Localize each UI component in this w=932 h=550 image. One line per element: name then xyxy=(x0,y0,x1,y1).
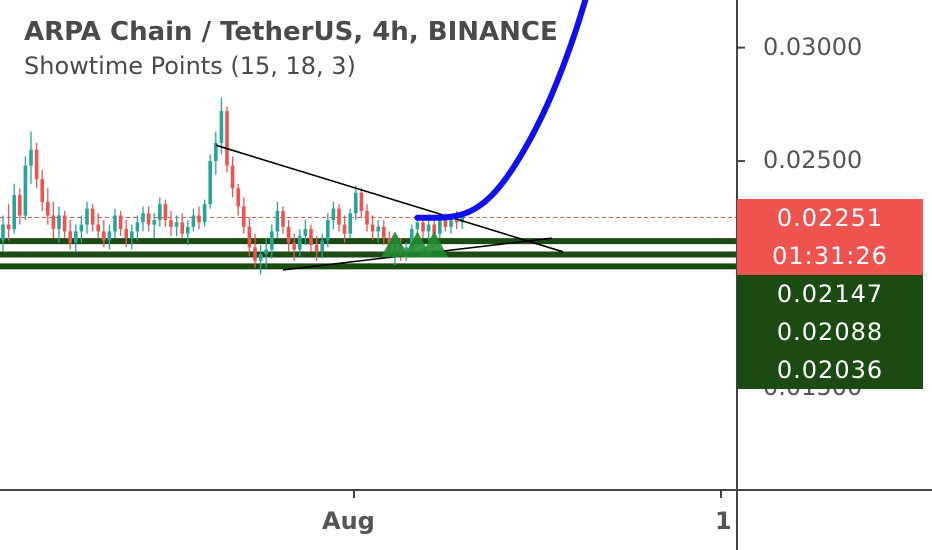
candle-body xyxy=(46,201,50,216)
last-price-tag: 0.02251 xyxy=(737,198,923,237)
countdown-tag: 01:31:26 xyxy=(737,236,923,275)
candle-body xyxy=(163,204,168,221)
candle-body xyxy=(342,224,347,234)
candle-body xyxy=(96,224,100,232)
candle-body xyxy=(281,210,285,227)
candle-body xyxy=(264,249,268,255)
candle-body xyxy=(1,224,5,241)
support-level-tag: 0.02036 xyxy=(737,350,923,389)
candle-body xyxy=(130,231,134,239)
candle-body xyxy=(354,192,358,214)
candle-body xyxy=(432,224,436,234)
candle-body xyxy=(236,188,240,207)
projection-curve xyxy=(414,0,589,221)
candle-body xyxy=(426,224,431,232)
candle-body xyxy=(202,204,207,223)
candle-body xyxy=(12,195,16,230)
candle-body xyxy=(309,229,313,245)
candle-body xyxy=(415,222,420,230)
candle-body xyxy=(107,231,112,241)
candle-body xyxy=(191,215,196,227)
candle-body xyxy=(292,242,296,250)
candle-body xyxy=(298,235,302,250)
candle-body xyxy=(90,208,95,225)
candle-body xyxy=(180,222,184,234)
candle-body xyxy=(68,231,72,243)
candle-body xyxy=(62,215,67,232)
candle-body xyxy=(365,210,369,225)
signal-marker-triangle xyxy=(420,231,449,258)
candle-body xyxy=(79,224,84,232)
candle-body xyxy=(404,247,408,257)
candle-body xyxy=(174,222,179,227)
candle-body xyxy=(286,226,291,243)
candle-body xyxy=(370,224,375,232)
projection-curve-path xyxy=(414,0,589,221)
candle-body xyxy=(6,224,11,230)
candle-body xyxy=(326,220,330,241)
candle-body xyxy=(214,142,218,162)
trendline xyxy=(215,144,564,253)
candle-body xyxy=(242,206,246,227)
candle-body xyxy=(152,220,156,225)
candle-body xyxy=(454,217,459,223)
support-level-tag: 0.02147 xyxy=(737,274,923,313)
candle-body xyxy=(225,111,229,166)
candle-body xyxy=(421,222,425,232)
candle-body xyxy=(23,165,28,216)
candle-body xyxy=(40,179,44,202)
time-tick-label: Aug xyxy=(322,507,375,535)
candle-body xyxy=(359,192,364,211)
candle-body xyxy=(219,111,224,143)
price-tick-label: 0.03000 xyxy=(763,32,863,61)
candle-body xyxy=(51,215,56,230)
candle-body xyxy=(208,161,212,205)
price-tick-label: 0.02500 xyxy=(763,146,863,175)
candle-body xyxy=(247,226,252,248)
candle-body xyxy=(258,254,263,261)
candle-body xyxy=(331,208,336,221)
time-tick-label: 1 xyxy=(715,507,732,535)
candle-body xyxy=(449,217,453,227)
signal-markers xyxy=(381,231,449,258)
candle-body xyxy=(410,229,414,248)
candle-body xyxy=(135,222,140,232)
candle-body xyxy=(270,231,274,250)
signal-marker-triangle xyxy=(381,231,409,258)
candle-body xyxy=(443,220,448,227)
candle-body xyxy=(230,165,235,189)
candle-body xyxy=(337,208,341,225)
candle-body xyxy=(124,229,128,239)
candle-body xyxy=(29,149,33,166)
candle-body xyxy=(314,245,319,252)
candle-body xyxy=(74,231,78,243)
candle-body xyxy=(320,240,324,252)
candle-body xyxy=(275,210,280,232)
candle-body xyxy=(253,247,257,261)
candle-body xyxy=(169,220,173,227)
candle-body xyxy=(146,213,151,225)
candle-body xyxy=(348,213,352,234)
support-level-lines xyxy=(0,217,737,270)
candle-body xyxy=(141,213,145,223)
candle-body xyxy=(18,195,22,216)
candle-body xyxy=(197,215,201,223)
candle-body xyxy=(85,208,89,225)
candles xyxy=(1,97,464,275)
candle-body xyxy=(118,215,123,230)
candle-body xyxy=(438,220,442,234)
candle-body xyxy=(303,229,308,236)
candle-body xyxy=(186,226,190,234)
candle-body xyxy=(113,215,117,232)
candle-body xyxy=(57,215,61,230)
candle-body xyxy=(382,226,386,239)
candle-body xyxy=(376,226,380,232)
candle-body xyxy=(34,149,39,180)
candle-body xyxy=(158,204,162,221)
support-level-tag: 0.02088 xyxy=(737,312,923,351)
candle-body xyxy=(102,231,106,241)
